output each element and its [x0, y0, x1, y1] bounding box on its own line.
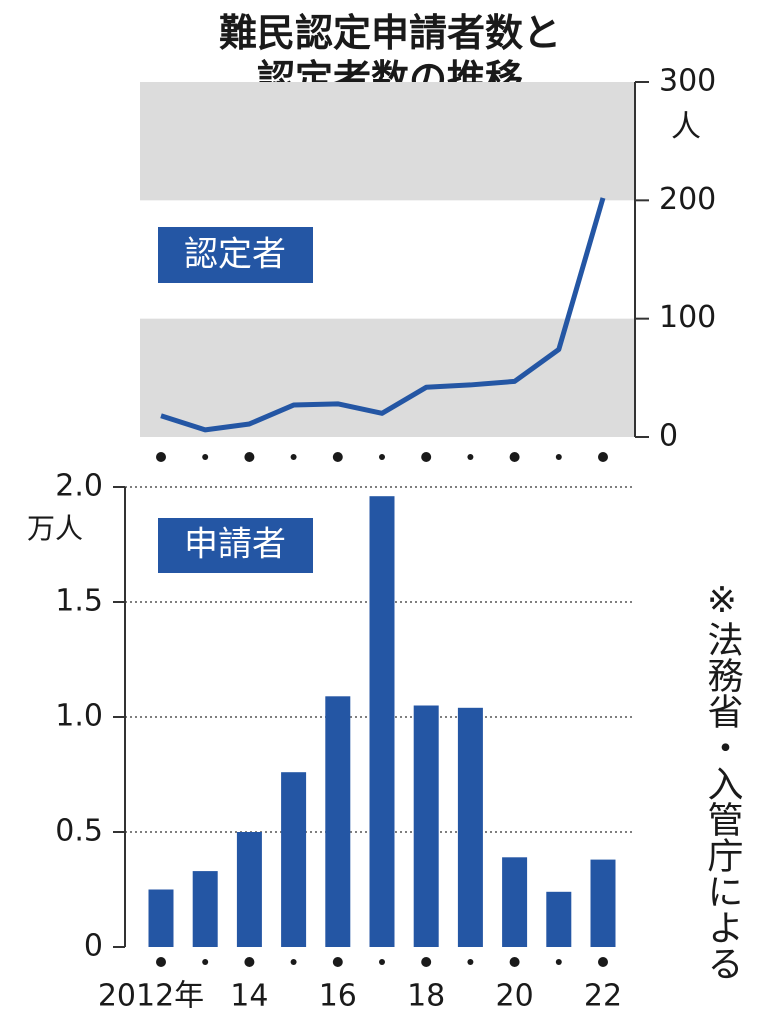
series-label-box — [158, 227, 313, 283]
y-tick-label: 100 — [659, 300, 716, 335]
x-dot — [421, 452, 432, 462]
band — [140, 82, 635, 201]
series-label: 認定者 — [184, 235, 286, 275]
x-dot — [290, 959, 297, 965]
y-tick-label: 200 — [659, 182, 716, 217]
bar — [236, 832, 262, 947]
x-dot — [332, 957, 343, 967]
x-tick-label: 20 — [496, 979, 534, 1014]
y-tick-label: 300 — [659, 64, 716, 99]
bar — [590, 859, 616, 947]
x-tick-label: 22 — [584, 979, 622, 1014]
x-dot — [598, 452, 608, 462]
bar — [325, 696, 351, 947]
series-label: 申請者 — [184, 525, 286, 565]
y-tick-label: 1.0 — [55, 699, 103, 734]
bar — [413, 705, 439, 947]
x-dot — [244, 957, 255, 967]
y-unit: 万人 — [27, 512, 83, 545]
x-dot — [509, 957, 520, 967]
y-unit: 人 — [671, 110, 701, 145]
x-dot — [244, 452, 255, 462]
bar — [369, 496, 395, 947]
series-label-box — [158, 518, 313, 573]
x-dot — [379, 454, 385, 460]
bar — [148, 889, 174, 947]
x-dot — [598, 957, 608, 967]
band — [140, 318, 635, 437]
line — [160, 197, 606, 433]
bar — [281, 772, 307, 947]
x-dot — [379, 959, 385, 965]
x-dot — [509, 452, 520, 462]
bar — [546, 891, 572, 947]
x-tick-label: 18 — [407, 979, 445, 1014]
y-tick-label: 1.5 — [55, 584, 103, 619]
bar — [457, 707, 483, 947]
x-dot — [202, 959, 209, 965]
y-tick-label: 0 — [84, 929, 103, 964]
x-dot — [156, 452, 166, 462]
x-dot — [555, 454, 562, 460]
x-tick-label: 16 — [319, 979, 357, 1014]
chart-title: 難民認定申請者数と認定者数の推移 — [219, 11, 561, 101]
bar — [192, 871, 218, 947]
x-dot — [290, 454, 297, 460]
x-tick-label: 14 — [230, 979, 268, 1014]
y-tick-label: 2.0 — [55, 469, 103, 504]
y-tick-label: 0 — [659, 419, 678, 454]
x-dot — [332, 452, 343, 462]
x-dot — [156, 957, 166, 967]
x-tick-label: 2012年 — [98, 979, 204, 1014]
x-dot — [467, 959, 474, 965]
y-tick-label: 0.5 — [55, 814, 103, 849]
x-dot — [421, 957, 432, 967]
bar — [502, 857, 528, 947]
x-dot — [467, 454, 474, 460]
source-note: ※法務省・入管庁による — [702, 580, 743, 981]
x-dot — [202, 454, 209, 460]
x-dot — [555, 959, 562, 965]
